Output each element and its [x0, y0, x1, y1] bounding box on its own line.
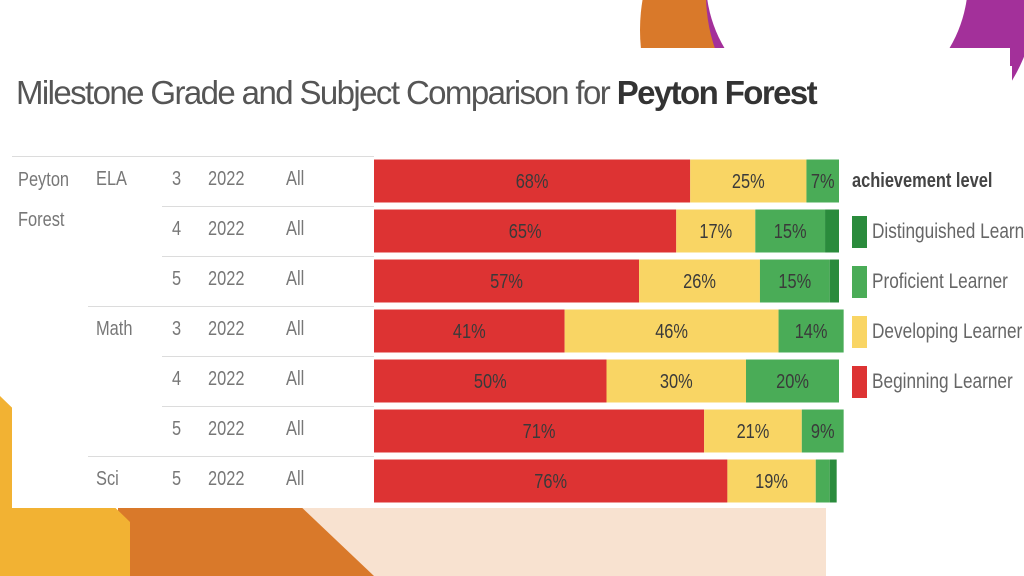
group-cell: All: [286, 368, 305, 390]
bar-segment-developing: [676, 209, 756, 253]
data-label-beginning: 57%: [490, 269, 523, 292]
group-cell: All: [286, 318, 305, 340]
row-header-table: Peyton Forest ELA 3 2022 All 4 2022 All 5 2022 All…: [12, 156, 374, 508]
bar-segment-beginning: [374, 459, 728, 503]
bar-segment-beginning: [374, 259, 640, 303]
group-cell: All: [286, 218, 305, 240]
row-separator: [162, 206, 374, 207]
legend-item: Proficient Learner: [852, 257, 1012, 307]
data-label-beginning: 68%: [516, 169, 549, 192]
bar-segment-distinguished: [829, 259, 839, 303]
row-separator: [88, 456, 374, 457]
bar-segment-developing: [606, 359, 746, 403]
bar-segment-proficient: [801, 409, 844, 453]
bar-segment-proficient: [759, 259, 830, 303]
legend-swatch: [852, 216, 867, 248]
group-cell: All: [286, 268, 305, 290]
legend: achievement level Distinguished Learner P…: [852, 170, 1024, 407]
table-top-border: [12, 156, 374, 157]
data-label-proficient: 15%: [778, 269, 811, 292]
row-separator: [88, 306, 374, 307]
bar-segment-proficient: [815, 459, 830, 503]
bar-segment-developing: [690, 159, 807, 203]
legend-swatch: [852, 316, 867, 348]
year-cell: 2022: [208, 318, 245, 340]
year-cell: 2022: [208, 368, 245, 390]
data-label-proficient: 7%: [811, 169, 835, 192]
legend-items: Distinguished Learner Proficient Learner D…: [852, 207, 1024, 407]
row-separator: [162, 356, 374, 357]
legend-label: Distinguished Learner: [872, 220, 1024, 243]
bar-segment-distinguished: [825, 209, 839, 253]
data-label-developing: 30%: [660, 369, 693, 392]
group-cell: All: [286, 168, 305, 190]
chart-title-school: Peyton Forest: [616, 74, 818, 111]
legend-item: Distinguished Learner: [852, 207, 1024, 257]
data-label-proficient: 15%: [774, 219, 807, 242]
data-label-developing: 19%: [755, 469, 788, 492]
bar-segment-beginning: [374, 359, 607, 403]
stacked-bar-chart: 68% 25% 7% 65% 17% 15% 57% 26% 15% 41% 46% 14% 50% 30…: [374, 159, 844, 503]
data-label-beginning: 65%: [509, 219, 542, 242]
school-cell: Peyton Forest: [18, 169, 70, 231]
group-cell: All: [286, 418, 305, 440]
data-label-developing: 26%: [683, 269, 716, 292]
data-label-beginning: 76%: [534, 469, 567, 492]
data-label-developing: 25%: [732, 169, 765, 192]
bar-segment-proficient: [746, 359, 839, 403]
bar-segment-proficient: [755, 209, 826, 253]
data-label-developing: 21%: [737, 419, 770, 442]
bar-segment-distinguished: [829, 459, 837, 503]
subject-cell: Math: [96, 318, 133, 340]
bar-segment-beginning: [374, 309, 565, 353]
chart-title: Milestone Grade and Subject Comparison f…: [16, 74, 818, 112]
legend-item: Developing Learner: [852, 307, 1022, 357]
grade-cell: 5: [172, 418, 182, 440]
subject-cell: ELA: [96, 168, 128, 190]
legend-label: Developing Learner: [872, 320, 1023, 343]
row-separator: [162, 256, 374, 257]
bar-segment-developing: [639, 259, 760, 303]
year-cell: 2022: [208, 418, 245, 440]
chart-panel: Milestone Grade and Subject Comparison f…: [12, 66, 1024, 508]
bar-segment-developing: [564, 309, 779, 353]
data-label-proficient: 20%: [776, 369, 809, 392]
legend-title: achievement level: [852, 170, 993, 192]
grade-cell: 3: [172, 168, 182, 190]
bar-segment-beginning: [374, 159, 691, 203]
bar-segment-beginning: [374, 409, 705, 453]
data-label-proficient: 9%: [811, 419, 835, 442]
grade-cell: 5: [172, 468, 182, 490]
subject-cell: Sci: [96, 468, 119, 490]
data-label-beginning: 41%: [453, 319, 486, 342]
bar-segment-proficient: [806, 159, 839, 203]
bar-segment-beginning: [374, 209, 677, 253]
grade-cell: 4: [172, 368, 182, 390]
data-label-developing: 46%: [655, 319, 688, 342]
grade-cell: 4: [172, 218, 182, 240]
grade-cell: 3: [172, 318, 182, 340]
bar-segment-developing: [727, 459, 816, 503]
group-cell: All: [286, 468, 305, 490]
legend-label: Proficient Learner: [872, 270, 1008, 293]
year-cell: 2022: [208, 168, 245, 190]
legend-label: Beginning Learner: [872, 370, 1013, 393]
data-label-beginning: 71%: [523, 419, 556, 442]
year-cell: 2022: [208, 268, 245, 290]
legend-item: Beginning Learner: [852, 357, 1013, 407]
year-cell: 2022: [208, 468, 245, 490]
data-label-developing: 17%: [699, 219, 732, 242]
bar-segment-proficient: [778, 309, 844, 353]
data-label-beginning: 50%: [474, 369, 507, 392]
data-label-proficient: 14%: [795, 319, 828, 342]
chart-title-prefix: Milestone Grade and Subject Comparison f…: [16, 74, 617, 111]
grade-cell: 5: [172, 268, 182, 290]
bar-segment-developing: [704, 409, 802, 453]
year-cell: 2022: [208, 218, 245, 240]
legend-swatch: [852, 266, 867, 298]
row-separator: [162, 406, 374, 407]
legend-swatch: [852, 366, 867, 398]
